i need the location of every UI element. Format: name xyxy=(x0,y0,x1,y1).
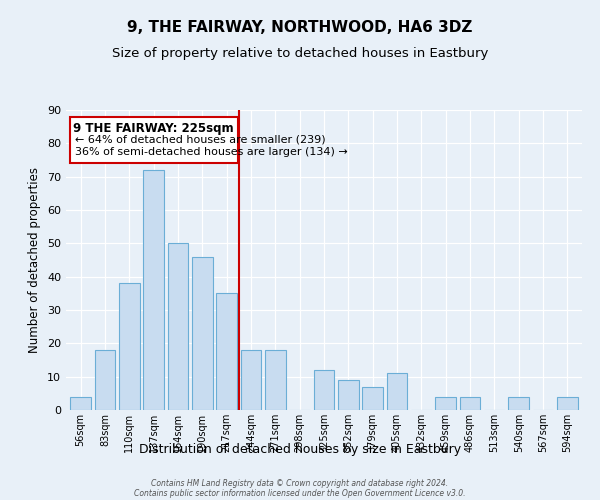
Bar xyxy=(338,380,359,410)
Bar xyxy=(241,350,262,410)
Bar xyxy=(95,350,115,410)
Text: 9 THE FAIRWAY: 225sqm: 9 THE FAIRWAY: 225sqm xyxy=(73,122,234,134)
Bar xyxy=(557,396,578,410)
Bar xyxy=(265,350,286,410)
Bar xyxy=(216,294,237,410)
Text: Distribution of detached houses by size in Eastbury: Distribution of detached houses by size … xyxy=(139,442,461,456)
Y-axis label: Number of detached properties: Number of detached properties xyxy=(28,167,41,353)
FancyBboxPatch shape xyxy=(70,116,238,164)
Bar xyxy=(386,374,407,410)
Bar xyxy=(119,284,140,410)
Text: 9, THE FAIRWAY, NORTHWOOD, HA6 3DZ: 9, THE FAIRWAY, NORTHWOOD, HA6 3DZ xyxy=(127,20,473,35)
Bar xyxy=(70,396,91,410)
Bar xyxy=(362,386,383,410)
Bar xyxy=(314,370,334,410)
Text: 36% of semi-detached houses are larger (134) →: 36% of semi-detached houses are larger (… xyxy=(74,148,347,158)
Bar xyxy=(436,396,456,410)
Text: Size of property relative to detached houses in Eastbury: Size of property relative to detached ho… xyxy=(112,48,488,60)
Bar xyxy=(508,396,529,410)
Bar xyxy=(143,170,164,410)
Text: Contains public sector information licensed under the Open Government Licence v3: Contains public sector information licen… xyxy=(134,488,466,498)
Bar xyxy=(167,244,188,410)
Bar xyxy=(192,256,212,410)
Bar xyxy=(460,396,481,410)
Text: Contains HM Land Registry data © Crown copyright and database right 2024.: Contains HM Land Registry data © Crown c… xyxy=(151,478,449,488)
Text: ← 64% of detached houses are smaller (239): ← 64% of detached houses are smaller (23… xyxy=(74,134,325,144)
